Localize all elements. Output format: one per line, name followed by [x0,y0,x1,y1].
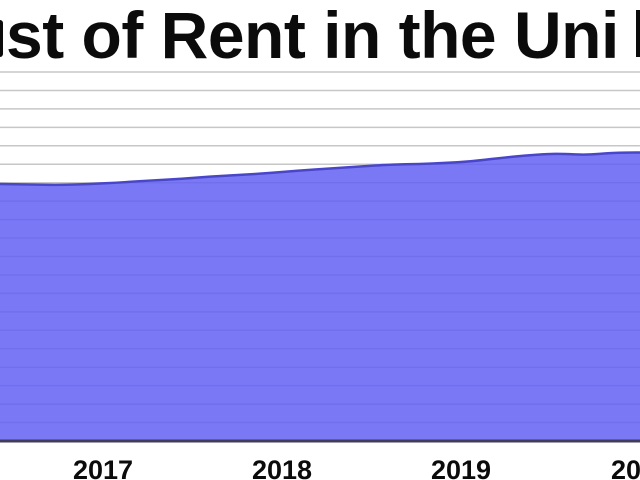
area-series-line [0,151,640,187]
x-tick-label: 2018 [251,455,313,480]
x-tick-label: 20 [610,455,640,480]
chart-title: st of Rent in the Uni [6,0,619,72]
title-clipped-glyph-left [0,20,3,57]
area-series-fill [0,152,640,441]
x-tick-label: 2019 [430,455,492,480]
title-clipped-glyph-right [636,10,640,57]
x-tick-label: 2017 [72,455,134,480]
